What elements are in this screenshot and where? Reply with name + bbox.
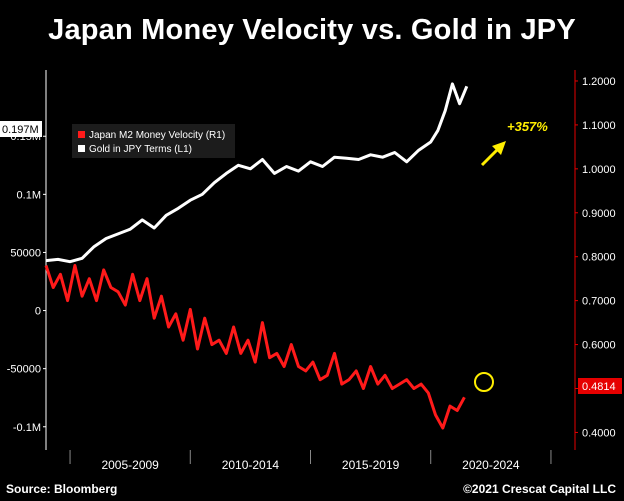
source-note: Source: Bloomberg <box>6 482 118 496</box>
current-value-right-bg <box>578 378 622 394</box>
y-right-tick-label: 1.0000 <box>582 164 616 176</box>
x-tick-label: 2005-2009 <box>101 458 159 472</box>
current-value-left: 0.197M <box>0 121 42 137</box>
y-right-tick-label: 0.4000 <box>582 427 616 439</box>
y-right-tick-label: 1.1000 <box>582 120 616 132</box>
legend: Japan M2 Money Velocity (R1) Gold in JPY… <box>72 124 235 158</box>
y-left-tick-label: 0 <box>35 306 41 318</box>
annotation-circle <box>474 372 494 392</box>
x-tick-label: 2020-2024 <box>462 458 520 472</box>
current-value-right-text: 0.4814 <box>582 381 616 393</box>
x-tick-label: 2010-2014 <box>222 458 280 472</box>
series-layer <box>44 82 469 430</box>
y-right-tick-label: 0.8000 <box>582 252 616 264</box>
y-left-tick-label: -50000 <box>7 364 41 376</box>
legend-box <box>72 124 235 158</box>
legend-swatch-gold <box>78 145 85 152</box>
annotation-text: +357% <box>507 119 548 134</box>
legend-swatch-velocity <box>78 131 85 138</box>
legend-label-velocity: Japan M2 Money Velocity (R1) <box>89 130 225 141</box>
x-axis: 2005-2009 2010-2014 2015-2019 2020-2024 <box>69 450 552 472</box>
y-left-tick-label: -0.1M <box>13 422 41 434</box>
legend-label-gold: Gold in JPY Terms (L1) <box>89 144 192 155</box>
current-value-left-text: 0.197M <box>2 124 39 136</box>
annotation: +357% <box>474 119 548 392</box>
annotation-arrow-shaft <box>480 146 501 167</box>
y-right-tick-label: 0.7000 <box>582 296 616 308</box>
current-value-left-bg <box>0 121 42 137</box>
y-left-tick-label: 50000 <box>10 247 41 259</box>
current-value-right: 0.4814 <box>578 378 622 394</box>
chart-title: Japan Money Velocity vs. Gold in JPY <box>48 14 576 46</box>
series-line-gold <box>45 82 469 264</box>
y-left-tick-label: 0.1M <box>17 189 41 201</box>
y-right-tick-label: 1.2000 <box>582 76 616 88</box>
series-line-velocity <box>44 264 466 430</box>
y-right-tick-label: 0.9000 <box>582 208 616 220</box>
copyright-note: ©2021 Crescat Capital LLC <box>463 482 616 496</box>
annotation-arrow-head <box>492 141 506 155</box>
x-tick-label: 2015-2019 <box>342 458 400 472</box>
y-right-tick-label: 0.6000 <box>582 340 616 352</box>
